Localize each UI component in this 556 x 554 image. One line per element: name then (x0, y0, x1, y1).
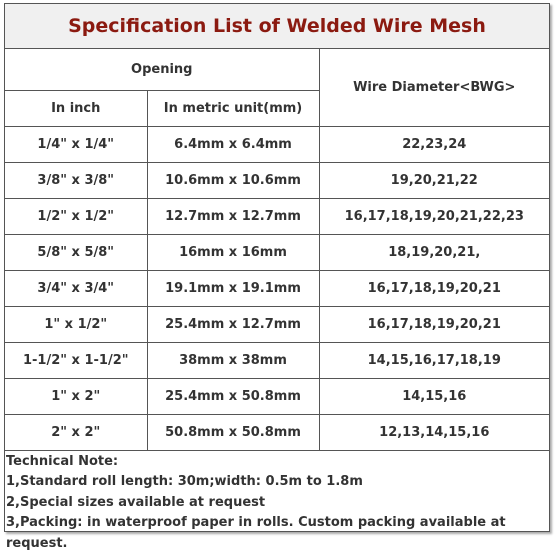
cell: 1/2" x 1/2" (5, 198, 147, 234)
title: Specification List of Welded Wire Mesh (5, 4, 549, 49)
page: Specification List of Welded Wire Mesh O… (0, 0, 556, 535)
cell: 25.4mm x 12.7mm (147, 306, 319, 342)
cell: 2" x 2" (5, 414, 147, 450)
header-cell: In metric unit(mm) (147, 90, 319, 126)
cell: 16,17,18,19,20,21 (319, 270, 549, 306)
notes-title: Technical Note: (6, 452, 549, 473)
cell: 38mm x 38mm (147, 342, 319, 378)
cell: 5/8" x 5/8" (5, 234, 147, 270)
cell: 1/4" x 1/4" (5, 126, 147, 162)
cell: 12.7mm x 12.7mm (147, 198, 319, 234)
cell: 3/4" x 3/4" (5, 270, 147, 306)
cell: 1-1/2" x 1-1/2" (5, 342, 147, 378)
table-body: Opening Wire Diameter<BWG> In inch In me… (5, 49, 549, 450)
header-row: Opening Wire Diameter<BWG> (5, 49, 549, 90)
note-line: 2,Special sizes available at request (6, 493, 549, 514)
cell: 10.6mm x 10.6mm (147, 162, 319, 198)
cell: 14,15,16,17,18,19 (319, 342, 549, 378)
note-line: 3,Packing: in waterproof paper in rolls.… (6, 513, 549, 554)
cell: 19,20,21,22 (319, 162, 549, 198)
spec-sheet: Specification List of Welded Wire Mesh O… (4, 3, 550, 532)
cell: 25.4mm x 50.8mm (147, 378, 319, 414)
header-cell: Opening (5, 49, 319, 90)
cell: 1" x 2" (5, 378, 147, 414)
cell: 16,17,18,19,20,21 (319, 306, 549, 342)
note-line: 1,Standard roll length: 30m;width: 0.5m … (6, 472, 549, 493)
spec-table: Opening Wire Diameter<BWG> In inch In me… (5, 49, 549, 451)
cell: 16mm x 16mm (147, 234, 319, 270)
header-cell: In inch (5, 90, 147, 126)
cell: 22,23,24 (319, 126, 549, 162)
cell: 14,15,16 (319, 378, 549, 414)
cell: 50.8mm x 50.8mm (147, 414, 319, 450)
cell: 16,17,18,19,20,21,22,23 (319, 198, 549, 234)
notes: Technical Note: 1,Standard roll length: … (5, 451, 549, 554)
header-cell: Wire Diameter<BWG> (319, 49, 549, 126)
cell: 3/8" x 3/8" (5, 162, 147, 198)
cell: 6.4mm x 6.4mm (147, 126, 319, 162)
cell: 18,19,20,21, (319, 234, 549, 270)
cell: 1" x 1/2" (5, 306, 147, 342)
cell: 12,13,14,15,16 (319, 414, 549, 450)
cell: 19.1mm x 19.1mm (147, 270, 319, 306)
